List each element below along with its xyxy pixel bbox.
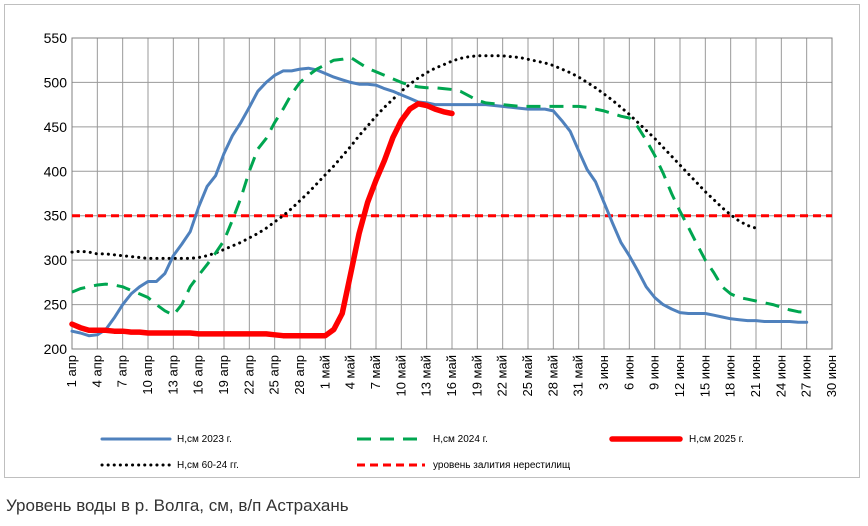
y-tick-label: 300	[44, 252, 68, 268]
legend-label-3: Н,см 60-24 гг.	[177, 460, 239, 471]
grid-lines	[71, 37, 833, 350]
x-tick-label: 25 май	[520, 355, 535, 397]
x-tick-label: 13 май	[419, 355, 434, 397]
x-tick-label: 15 июн	[697, 355, 712, 397]
y-tick-label: 500	[44, 74, 68, 90]
x-tick-label: 1 май	[317, 355, 332, 389]
y-tick-label: 200	[44, 341, 68, 357]
x-tick-label: 4 апр	[89, 355, 104, 387]
line-chart: 200 250 300 350 400 450 500 550 1 апр 4 апр 7 апр…	[44, 30, 839, 471]
series-line-2	[69, 101, 455, 339]
x-tick-label: 18 июн	[723, 355, 738, 397]
legend-label-2: Н,см 2025 г.	[689, 434, 744, 445]
series-lines	[69, 54, 832, 339]
y-tick-label: 550	[44, 30, 68, 46]
y-tick-label: 450	[44, 119, 68, 135]
series-line-1	[71, 56, 807, 317]
legend: Н,см 2023 г. Н,см 2024 г. Н,см 2025 г. Н,см…	[100, 434, 744, 471]
x-tick-label: 31 май	[571, 355, 586, 397]
x-tick-labels: 1 апр 4 апр 7 апр 10 апр 13 апр 16 апр 19 апр 2…	[64, 355, 839, 397]
x-tick-label: 16 май	[444, 355, 459, 397]
x-tick-label: 27 июн	[799, 355, 814, 397]
x-tick-label: 3 июн	[596, 355, 611, 390]
series-line-0	[70, 66, 809, 338]
x-tick-label: 7 апр	[115, 355, 130, 387]
x-tick-label: 30 июн	[824, 355, 839, 397]
y-tick-label: 250	[44, 297, 68, 313]
x-tick-label: 4 май	[343, 355, 358, 389]
x-tick-label: 13 апр	[165, 355, 180, 395]
x-tick-label: 1 апр	[64, 355, 79, 387]
x-tick-label: 10 апр	[140, 355, 155, 395]
x-tick-label: 28 апр	[292, 355, 307, 395]
x-tick-label: 7 май	[368, 355, 383, 389]
y-tick-label: 350	[44, 208, 68, 224]
x-tick-label: 19 апр	[216, 355, 231, 395]
y-tick-label: 400	[44, 163, 68, 179]
series-line-3	[70, 54, 758, 260]
chart-caption: Уровень воды в р. Волга, см, в/п Астраха…	[6, 496, 349, 515]
x-tick-label: 22 май	[495, 355, 510, 397]
chart-frame: 200 250 300 350 400 450 500 550 1 апр 4 апр 7 апр…	[4, 4, 860, 478]
x-tick-label: 28 май	[545, 355, 560, 397]
legend-label-0: Н,см 2023 г.	[177, 434, 232, 445]
x-tick-label: 6 июн	[621, 355, 636, 390]
legend-label-1: Н,см 2024 г.	[433, 434, 488, 445]
x-tick-label: 25 апр	[267, 355, 282, 395]
x-tick-label: 16 апр	[191, 355, 206, 395]
x-tick-label: 21 июн	[748, 355, 763, 397]
x-tick-label: 19 май	[469, 355, 484, 397]
plot-border	[71, 37, 833, 350]
x-tick-label: 9 июн	[647, 355, 662, 390]
legend-label-4: уровень залития нерестилищ	[433, 460, 570, 471]
x-tick-label: 22 апр	[241, 355, 256, 395]
x-tick-label: 10 май	[393, 355, 408, 397]
y-tick-labels: 200 250 300 350 400 450 500 550	[44, 30, 68, 357]
x-tick-label: 12 июн	[672, 355, 687, 397]
x-tick-label: 24 июн	[773, 355, 788, 397]
